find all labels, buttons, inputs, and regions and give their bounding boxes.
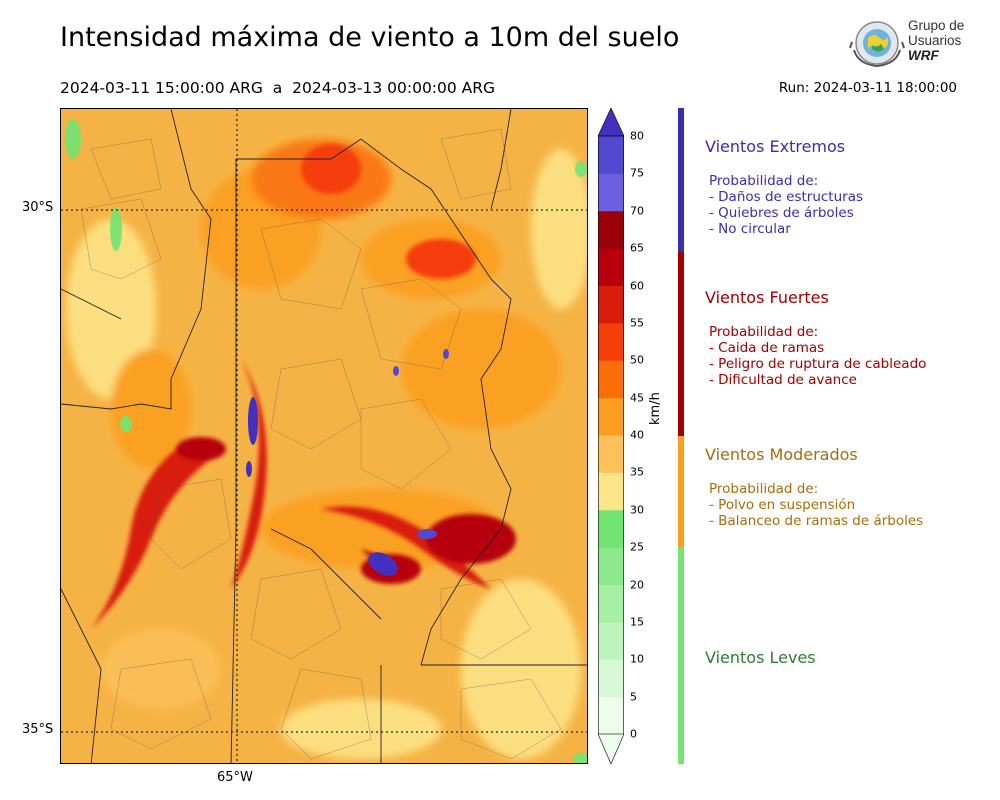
colorbar-tick-label: 75: [630, 166, 644, 180]
lon-label-65w: 65°W: [217, 770, 253, 785]
category-moderados: Vientos Moderados Probabilidad de: - Pol…: [705, 445, 924, 530]
colorbar-tick-label: 80: [630, 129, 644, 143]
category-leves: Vientos Leves: [705, 650, 816, 684]
globe-logo-icon: [849, 21, 905, 68]
category-line: - Dificultad de avance: [709, 372, 857, 388]
colorbar-bin: [598, 435, 624, 473]
colorbar-tick-label: 5: [630, 690, 637, 704]
category-extremos: Vientos Extremos Probabilidad de: - Daño…: [705, 137, 864, 238]
colorbar-bin: [598, 173, 624, 212]
colorbar-bin: [598, 136, 624, 174]
category-title: Vientos Leves: [705, 648, 816, 667]
colorbar-bin: [598, 584, 624, 623]
colorbar-tick-label: 65: [630, 241, 644, 255]
category-line: Probabilidad de:: [709, 481, 819, 497]
logo-line-2: Usuarios: [908, 33, 962, 48]
colorbar-tick-label: 40: [630, 428, 644, 442]
colorbar-tick-label: 25: [630, 540, 644, 554]
category-title: Vientos Extremos: [705, 137, 846, 156]
category-title: Vientos Fuertes: [705, 288, 829, 307]
run-timestamp: Run: 2024-03-11 18:00:00: [778, 80, 957, 96]
category-line: - Daños de estructuras: [709, 189, 864, 205]
colorbar-tick-label: 10: [630, 652, 644, 666]
colorbar-tick-label: 50: [630, 353, 644, 367]
category-line: - No circular: [709, 221, 791, 237]
category-fuertes: Vientos Fuertes Probabilidad de: - Caida…: [705, 288, 927, 389]
colorbar: [598, 108, 624, 764]
colorbar-bin: [598, 509, 624, 548]
category-line: - Polvo en suspensión: [709, 497, 856, 513]
colorbar-tick-label: 20: [630, 578, 644, 591]
category-line: Probabilidad de:: [709, 324, 819, 340]
wind-field-graphic: [61, 109, 587, 763]
colorbar-bin: [598, 472, 624, 511]
colorbar-bin: [598, 248, 624, 286]
category-bar-extremos: [678, 108, 684, 252]
colorbar-bin: [598, 210, 624, 249]
category-line: - Caida de ramas: [709, 340, 825, 356]
category-line: - Quiebres de árboles: [709, 205, 854, 221]
colorbar-tick-label: 30: [630, 503, 644, 517]
colorbar-bin: [598, 696, 624, 735]
colorbar-extension-high: [598, 108, 624, 137]
colorbar-tick-label: 35: [630, 465, 644, 479]
category-line: Probabilidad de:: [709, 173, 819, 189]
lat-label-35s: 35°S: [22, 722, 54, 737]
logo-line-3: WRF: [908, 48, 939, 63]
colorbar-frame: [598, 135, 624, 735]
colorbar-tick-label: 55: [630, 316, 644, 330]
colorbar-tick-label: 45: [630, 391, 644, 405]
colorbar-bin: [598, 659, 624, 698]
colorbar-bin: [598, 547, 624, 585]
colorbar-extension-low: [598, 733, 624, 764]
colorbar-unit-label: km/h: [648, 392, 663, 425]
grupo-wrf-logo: Grupo de Usuarios WRF: [848, 16, 973, 72]
category-line: - Peligro de ruptura de cableado: [709, 356, 927, 372]
colorbar-bin: [598, 360, 624, 399]
colorbar-tick-label: 15: [630, 615, 644, 629]
category-line: - Balanceo de ramas de árboles: [709, 513, 924, 529]
valid-period: 2024-03-11 15:00:00 ARG a 2024-03-13 00:…: [60, 79, 496, 97]
logo-line-1: Grupo de: [908, 18, 965, 33]
category-bar-leves: [678, 547, 684, 764]
category-bar-moderados: [678, 436, 684, 547]
lat-label-30s: 30°S: [22, 200, 54, 215]
colorbar-bin: [598, 322, 624, 361]
colorbar-tick-label: 60: [630, 279, 644, 292]
category-bar-fuertes: [678, 252, 684, 436]
category-title: Vientos Moderados: [705, 445, 858, 464]
chart-title: Intensidad máxima de viento a 10m del su…: [60, 22, 680, 53]
colorbar-bin: [598, 285, 624, 324]
colorbar-tick-label: 0: [630, 727, 637, 741]
colorbar-bin: [598, 621, 624, 660]
colorbar-bin: [598, 397, 624, 436]
colorbar-tick-label: 70: [630, 204, 644, 218]
wind-map: [60, 108, 588, 764]
